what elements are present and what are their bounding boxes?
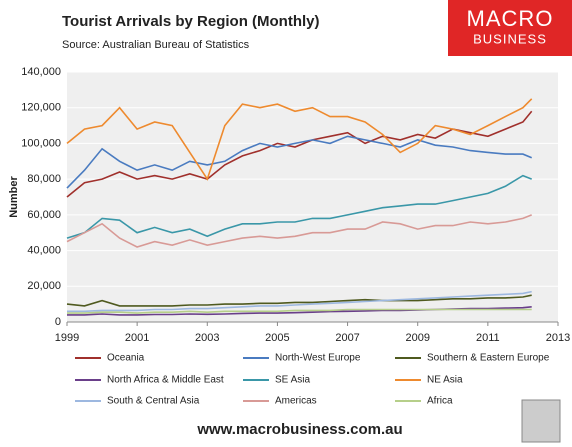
logo-text: BUSINESS <box>473 31 547 46</box>
series-line <box>66 110 533 198</box>
legend-label: South & Central Asia <box>107 396 200 407</box>
series-line <box>66 294 532 307</box>
legend-label: SE Asia <box>275 375 310 386</box>
y-tick-label: 140,000 <box>21 66 61 78</box>
series-line <box>67 290 532 313</box>
logo-box <box>448 0 572 56</box>
series-line <box>66 174 532 239</box>
y-tick-label: 100,000 <box>21 137 61 149</box>
legend-label: Americas <box>275 396 317 407</box>
x-tick-label: 2001 <box>125 332 149 344</box>
y-tick-label: 20,000 <box>27 280 61 292</box>
y-tick-label: 80,000 <box>27 173 61 185</box>
chart-subtitle: Source: Australian Bureau of Statistics <box>62 39 250 51</box>
x-tick-label: 2005 <box>265 332 289 344</box>
x-tick-label: 2013 <box>546 332 570 344</box>
x-tick-label: 2009 <box>405 332 429 344</box>
series-line <box>67 308 532 314</box>
y-tick-label: 60,000 <box>27 209 61 221</box>
y-tick-label: 40,000 <box>27 244 61 256</box>
x-tick-label: 2007 <box>335 332 359 344</box>
footer: www.macrobusiness.com.au <box>196 421 402 438</box>
wolf-icon <box>521 399 561 443</box>
series-line <box>66 135 533 189</box>
series-line <box>66 214 532 248</box>
legend-label: North Africa & Middle East <box>107 375 224 386</box>
legend-label: NE Asia <box>427 375 463 386</box>
x-tick-label: 2011 <box>476 332 500 344</box>
x-tick-label: 1999 <box>55 332 79 344</box>
legend-label: Southern & Eastern Europe <box>427 353 550 364</box>
y-tick-label: 0 <box>55 316 61 328</box>
legend-label: Africa <box>427 396 453 407</box>
plot-area <box>67 72 558 322</box>
y-tick-label: 120,000 <box>21 102 61 114</box>
chart-title: Tourist Arrivals by Region (Monthly) <box>62 13 320 30</box>
legend-label: North-West Europe <box>275 353 361 364</box>
x-tick-label: 2003 <box>195 332 219 344</box>
series-line <box>66 98 533 181</box>
y-axis-label: Number <box>8 176 20 218</box>
legend-label: Oceania <box>107 353 145 364</box>
logo-text: MACRO <box>467 6 554 31</box>
